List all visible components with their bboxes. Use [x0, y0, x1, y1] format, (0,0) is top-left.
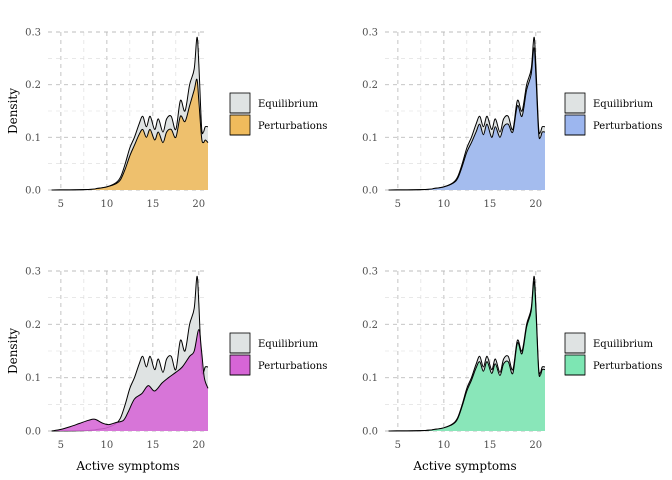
legend-key-perturbations: [229, 354, 251, 376]
y-tick-label: 0.3: [362, 267, 378, 278]
x-tick-label: 10: [437, 440, 450, 451]
x-tick-label: 5: [58, 199, 64, 210]
x-tick-label: 15: [483, 199, 496, 210]
y-tick-label: 0.1: [25, 373, 41, 384]
x-tick-label: 5: [395, 199, 401, 210]
legend-label-perturbations: Perturbations: [258, 121, 327, 132]
panel-4: 5 10 15 20 0.0 0.1 0.2 0.3 Active symptoms Equili…: [362, 267, 662, 474]
x-axis-title: Active symptoms: [75, 459, 179, 473]
x-tick-label: 15: [146, 199, 159, 210]
density-area-perturbations: [388, 281, 545, 431]
x-tick-label: 5: [395, 440, 401, 451]
x-tick-label: 10: [100, 440, 113, 451]
x-axis-title: Active symptoms: [412, 459, 516, 473]
density-area-perturbations: [51, 329, 209, 431]
y-tick-label: 0.1: [25, 133, 41, 144]
panel-3: 5 10 15 20 0.0 0.1 0.2 0.3 Density Active symptom…: [6, 267, 327, 474]
legend: Equilibrium Perturbations: [564, 92, 662, 136]
y-tick-label: 0.3: [362, 28, 378, 39]
legend-label-equilibrium: Equilibrium: [258, 99, 319, 110]
x-tick-label: 15: [146, 440, 159, 451]
y-tick-label: 0.2: [25, 320, 41, 331]
x-tick-label: 20: [192, 440, 205, 451]
x-tick-label: 10: [100, 199, 113, 210]
x-tick-label: 20: [529, 199, 542, 210]
y-tick-label: 0.3: [25, 28, 41, 39]
density-curve-perturbations: [388, 47, 546, 191]
legend-key-equilibrium: [229, 332, 251, 354]
panel-1: 5 10 15 20 0.0 0.1 0.2 0.3 Density Equilibrium Per…: [6, 28, 327, 211]
y-tick-label: 0.2: [362, 320, 378, 331]
legend: Equilibrium Perturbations: [229, 92, 327, 136]
x-tick-label: 10: [437, 199, 450, 210]
y-tick-label: 0.0: [362, 186, 378, 197]
legend-key-equilibrium: [564, 92, 586, 114]
legend-label-equilibrium: Equilibrium: [258, 339, 319, 350]
y-tick-label: 0.1: [362, 373, 378, 384]
y-axis-title: Density: [6, 88, 20, 134]
density-curve-perturbations: [388, 281, 546, 432]
y-tick-label: 0.2: [25, 80, 41, 91]
y-tick-label: 0.3: [25, 267, 41, 278]
legend-key-perturbations: [564, 354, 586, 376]
legend: Equilibrium Perturbations: [229, 332, 327, 376]
y-tick-label: 0.0: [25, 186, 41, 197]
legend-key-perturbations: [564, 114, 586, 136]
legend-label-equilibrium: Equilibrium: [593, 339, 654, 350]
y-axis-title: Density: [6, 328, 20, 374]
y-tick-label: 0.0: [362, 427, 378, 438]
y-tick-label: 0.2: [362, 80, 378, 91]
density-curve-equilibrium: [388, 36, 546, 191]
density-area-perturbations: [388, 47, 545, 190]
density-curve-equilibrium: [51, 275, 209, 432]
legend-key-equilibrium: [229, 92, 251, 114]
legend: Equilibrium Perturbations: [564, 332, 662, 376]
legend-key-perturbations: [229, 114, 251, 136]
density-curve-perturbations: [51, 329, 209, 432]
x-tick-label: 15: [483, 440, 496, 451]
legend-label-perturbations: Perturbations: [258, 361, 327, 372]
legend-label-perturbations: Perturbations: [593, 121, 662, 132]
density-area-perturbations: [51, 79, 209, 190]
legend-key-equilibrium: [564, 332, 586, 354]
density-curve-equilibrium: [51, 36, 209, 191]
x-tick-label: 20: [529, 440, 542, 451]
y-tick-label: 0.0: [25, 427, 41, 438]
x-tick-label: 20: [192, 199, 205, 210]
panel-2: 5 10 15 20 0.0 0.1 0.2 0.3 Equilibrium Perturbati…: [362, 28, 662, 211]
density-curve-perturbations: [51, 78, 209, 191]
legend-label-perturbations: Perturbations: [593, 361, 662, 372]
legend-label-equilibrium: Equilibrium: [593, 99, 654, 110]
x-tick-label: 5: [58, 440, 64, 451]
y-tick-label: 0.1: [362, 133, 378, 144]
